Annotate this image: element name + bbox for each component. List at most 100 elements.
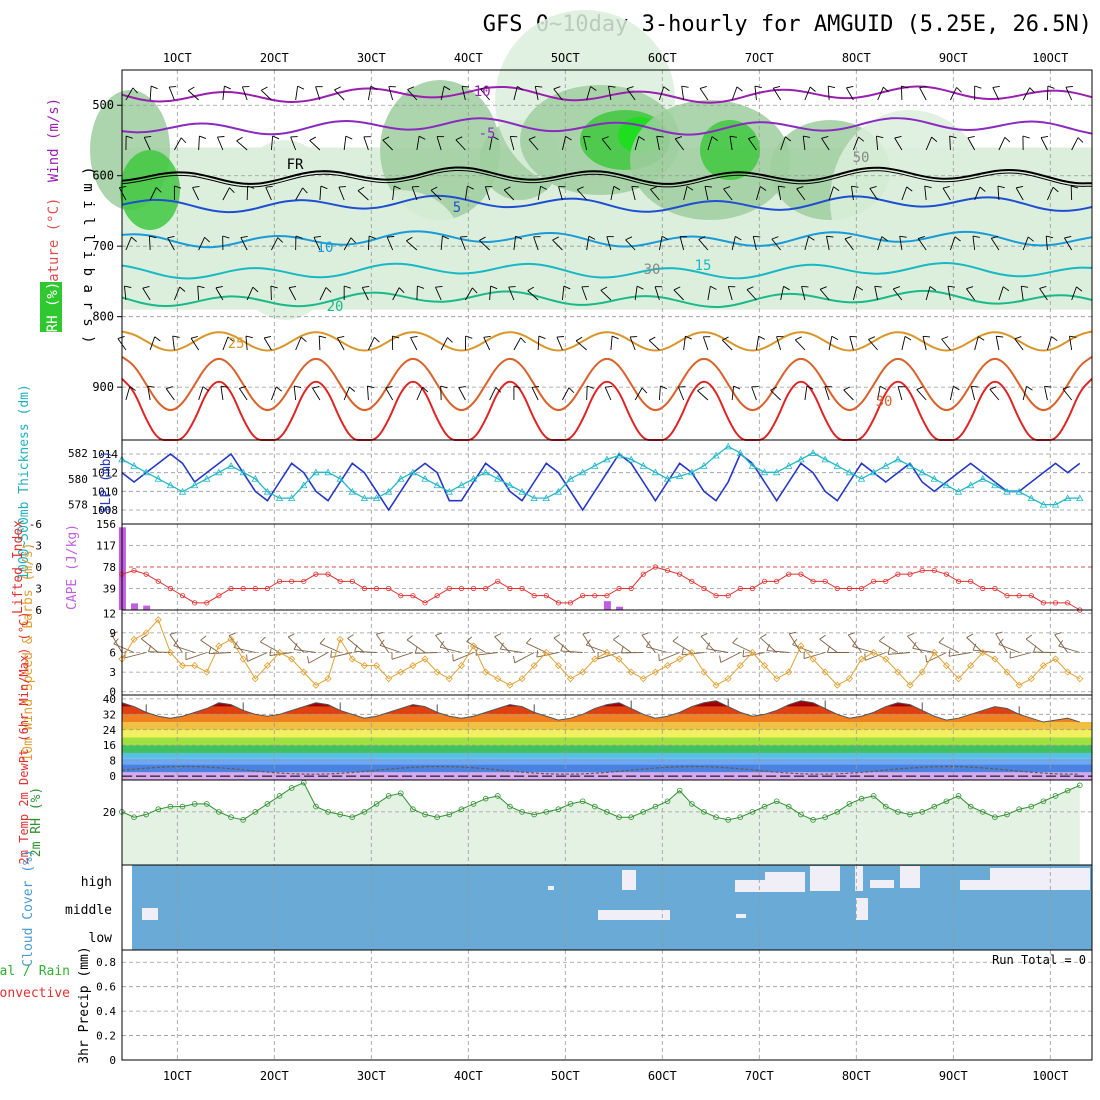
wind-barb <box>707 136 713 151</box>
top-day-label: 3OCT <box>357 51 386 65</box>
pressure-tick-label: 500 <box>92 98 114 112</box>
slp-tick-label: 1014 <box>92 448 119 461</box>
wind-barb <box>534 86 539 101</box>
wind-barb <box>124 652 147 659</box>
wind-barb-flag <box>938 637 945 643</box>
wind-barb <box>458 387 466 401</box>
wind-barb <box>658 86 665 101</box>
li-point <box>846 585 853 592</box>
thickness-point <box>1027 494 1035 502</box>
thickness-point <box>942 481 951 489</box>
wind-barb-flag <box>222 235 230 239</box>
wind-tick-label: 6 <box>109 647 116 660</box>
wind-barb <box>290 136 297 151</box>
wind-barb-flag <box>894 135 902 139</box>
wind-barb-flag <box>942 185 950 189</box>
li-point <box>410 593 416 599</box>
wind-barb-flag <box>645 640 651 648</box>
cape-tick-label: 39 <box>103 583 116 596</box>
li-point <box>361 585 368 592</box>
wind-barb-flag <box>711 136 718 141</box>
wind-barb <box>190 338 200 351</box>
rh-point <box>761 803 768 810</box>
wind-barb <box>336 337 345 351</box>
wind-barb-flag <box>536 650 539 658</box>
wind-barb-flag <box>869 186 877 189</box>
wind-barb-flag <box>325 287 332 293</box>
ylabel-cloud: Cloud Cover (%) <box>21 849 36 966</box>
wind-barb <box>901 336 906 351</box>
wind-barb-flag <box>465 335 473 339</box>
ylabel-precip: 3hr Precip (mm) <box>77 946 92 1063</box>
wind-barb <box>849 336 854 351</box>
thickness-point <box>760 468 769 476</box>
wind-speed-point <box>275 648 284 657</box>
li-point <box>822 578 828 584</box>
thickness-point <box>1039 500 1048 508</box>
li-point <box>907 571 913 577</box>
wind-barb <box>436 136 442 151</box>
wind-barb-flag <box>1014 336 1022 340</box>
rh-point <box>955 793 962 799</box>
wind-barb-flag <box>710 285 717 290</box>
top-day-label: 2OCT <box>260 51 289 65</box>
wind-barb-flag <box>295 235 303 239</box>
ylabel-slp: SLP (mb) <box>99 451 114 514</box>
wind-barb-flag <box>906 186 913 192</box>
wind-speed-point <box>336 635 344 643</box>
li-point <box>349 578 355 584</box>
wind-barb <box>561 136 566 151</box>
rh-point <box>1028 803 1035 810</box>
wind-barb <box>681 86 685 101</box>
wind-barb-flag <box>239 386 247 389</box>
wind-speed-point <box>882 655 890 663</box>
li-point <box>725 593 731 599</box>
wind-speed-point <box>797 642 805 650</box>
wind-barb-flag <box>407 86 415 91</box>
thickness-point <box>190 481 199 489</box>
wind-barb <box>949 135 951 151</box>
wind-barb-flag <box>275 386 282 392</box>
wind-barb <box>582 633 596 653</box>
wind-barb <box>1071 137 1079 151</box>
wind-barb-flag <box>1077 137 1084 143</box>
wind-barb-flag <box>480 86 488 90</box>
wind-barb-flag <box>379 639 385 646</box>
wind-barb <box>288 287 297 301</box>
wind-barb <box>777 186 782 201</box>
wind-speed-point <box>421 655 429 663</box>
wind-barb-flag <box>252 286 259 293</box>
data-marks <box>110 85 1093 823</box>
wind-barb-flag <box>972 643 977 651</box>
wind-barb-flag <box>661 235 669 241</box>
bottom-day-label: 6OCT <box>648 1069 677 1083</box>
wind-barb-flag <box>527 286 535 292</box>
slp-tick-label: 1010 <box>92 485 119 498</box>
wind-barb <box>553 88 563 101</box>
wind-barb <box>528 139 539 151</box>
wind-barb-flag <box>503 186 511 191</box>
wind-speed-point <box>857 655 866 663</box>
wind-barb-flag <box>796 186 804 190</box>
wind-barb <box>1025 638 1044 653</box>
bottom-day-label: 3OCT <box>357 1069 386 1083</box>
wind-barb <box>556 336 563 351</box>
thickness-point <box>700 462 708 469</box>
wind-barb <box>998 137 1006 151</box>
wind-speed-point <box>445 675 453 683</box>
wind-barb <box>391 652 414 660</box>
wind-speed-point <box>748 648 756 657</box>
wind-barb-flag <box>899 235 907 238</box>
contour-label: 20 <box>327 299 344 315</box>
wind-barb-flag <box>374 336 380 343</box>
wind-barb-flag <box>272 135 280 140</box>
wind-barb-flag <box>367 385 375 389</box>
wind-barb-flag <box>414 646 418 654</box>
wind-barb <box>385 387 394 401</box>
wind-barb <box>925 136 933 151</box>
wind-barb-flag <box>922 335 931 338</box>
wind-barb-flag <box>229 187 235 193</box>
wind-barb-flag <box>672 636 679 642</box>
wind-barb-flag <box>204 236 211 243</box>
